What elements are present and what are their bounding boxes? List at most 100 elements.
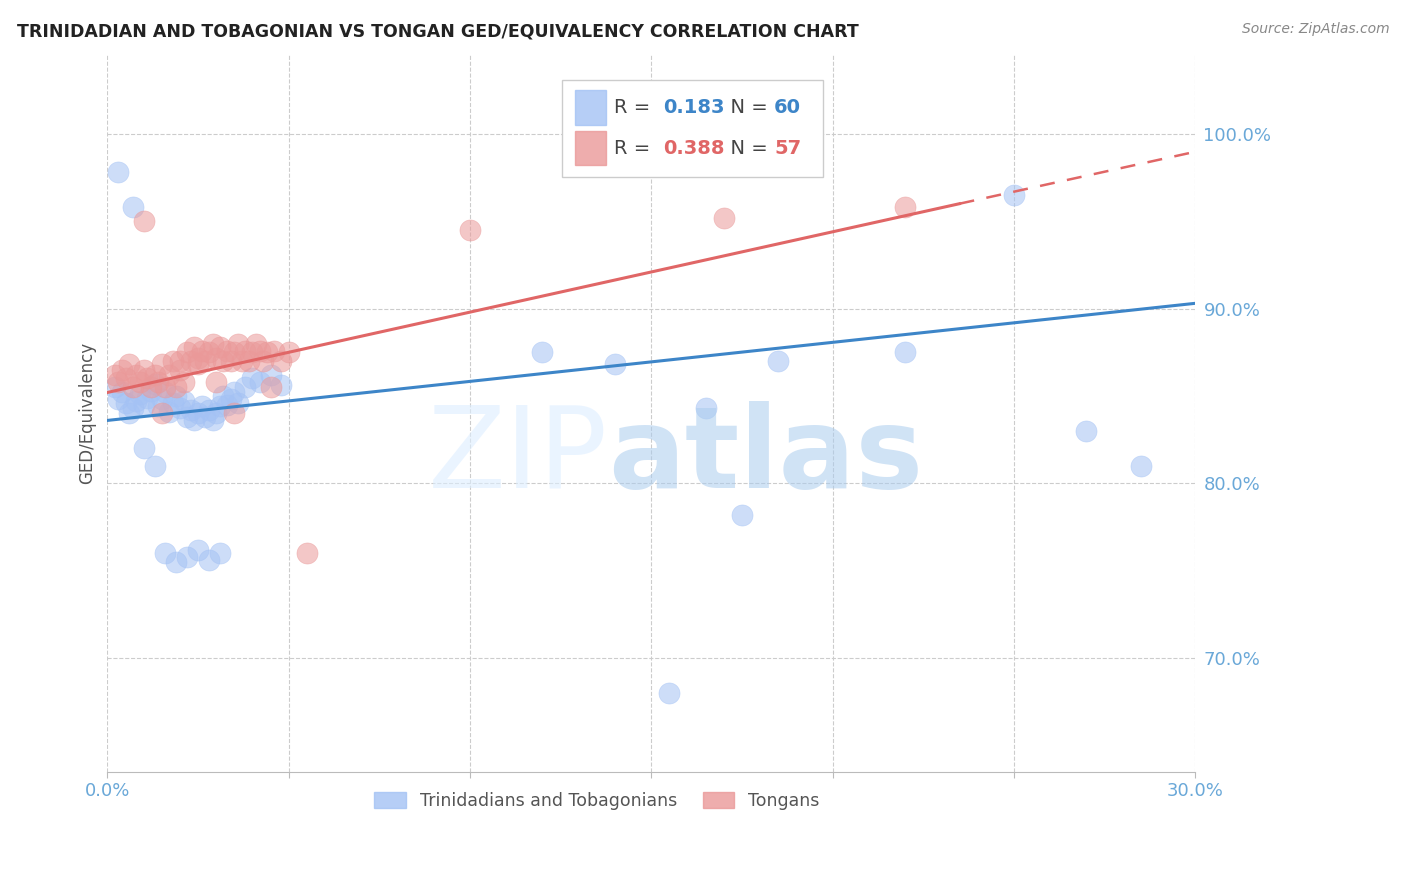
Point [233,380,256,394]
Point [713,211,735,225]
Point [165,555,187,569]
Point [111,385,134,400]
Point [226,396,249,410]
Point [104,380,127,394]
Point [121,401,143,416]
Point [658,686,681,700]
Point [150,406,173,420]
Point [277,345,299,359]
Point [157,405,180,419]
Point [1002,188,1025,202]
Point [107,375,129,389]
Text: atlas: atlas [607,401,922,512]
Point [107,165,129,179]
Point [118,358,141,372]
Text: N =: N = [717,98,773,117]
Point [252,354,274,368]
Point [169,354,191,368]
Text: 0.183: 0.183 [664,98,724,117]
Text: TRINIDADIAN AND TOBAGONIAN VS TONGAN GED/EQUIVALENCY CORRELATION CHART: TRINIDADIAN AND TOBAGONIAN VS TONGAN GED… [17,22,859,40]
Text: ZIP: ZIP [427,401,607,512]
Point [731,508,754,522]
Point [219,392,242,407]
Point [155,546,177,560]
Point [1076,424,1098,438]
Point [205,375,228,389]
Point [180,403,202,417]
Point [249,375,271,389]
Point [245,336,267,351]
Point [259,368,281,382]
Point [190,343,212,358]
Point [603,358,626,372]
Text: Source: ZipAtlas.com: Source: ZipAtlas.com [1241,22,1389,37]
Point [194,354,217,368]
Text: R =: R = [614,98,657,117]
Point [121,380,143,394]
Point [187,542,209,557]
Point [259,380,281,394]
Point [270,378,292,392]
Point [212,354,235,368]
Point [132,442,155,456]
Point [146,375,169,389]
Point [107,392,129,407]
Point [162,396,184,410]
Point [208,400,231,414]
Point [129,387,152,401]
Point [256,345,278,359]
Point [212,389,235,403]
Point [215,398,238,412]
Point [226,336,249,351]
Point [1129,458,1152,473]
Point [114,396,136,410]
Point [155,385,177,400]
Point [143,368,166,382]
Point [215,343,238,358]
Point [139,380,162,394]
Point [198,403,221,417]
Point [169,401,191,416]
Point [176,409,198,424]
Point [180,354,202,368]
Point [136,371,159,385]
Point [208,340,231,354]
Point [894,200,917,214]
Point [242,371,264,385]
Point [187,358,209,372]
Point [125,368,148,382]
Point [143,458,166,473]
Point [157,368,180,382]
Point [201,413,224,427]
Point [183,340,205,354]
Point [205,351,228,365]
Point [162,354,184,368]
FancyBboxPatch shape [575,131,606,166]
Point [187,351,209,365]
Point [201,336,224,351]
Point [146,400,169,414]
Text: N =: N = [717,139,773,158]
Point [198,345,221,359]
Point [104,368,127,382]
FancyBboxPatch shape [575,90,606,125]
Point [233,343,256,358]
Point [173,375,195,389]
Point [224,406,246,420]
FancyBboxPatch shape [562,80,823,177]
Point [150,358,173,372]
Point [198,553,221,567]
Point [242,345,264,359]
Point [176,549,198,564]
Point [169,363,191,377]
Point [132,214,155,228]
Point [766,354,789,368]
Point [695,401,717,416]
Point [208,546,231,560]
Point [165,389,187,403]
Text: R =: R = [614,139,657,158]
Y-axis label: GED/Equivalency: GED/Equivalency [79,343,96,484]
Text: 60: 60 [775,98,801,117]
Point [295,546,318,560]
Point [231,354,253,368]
